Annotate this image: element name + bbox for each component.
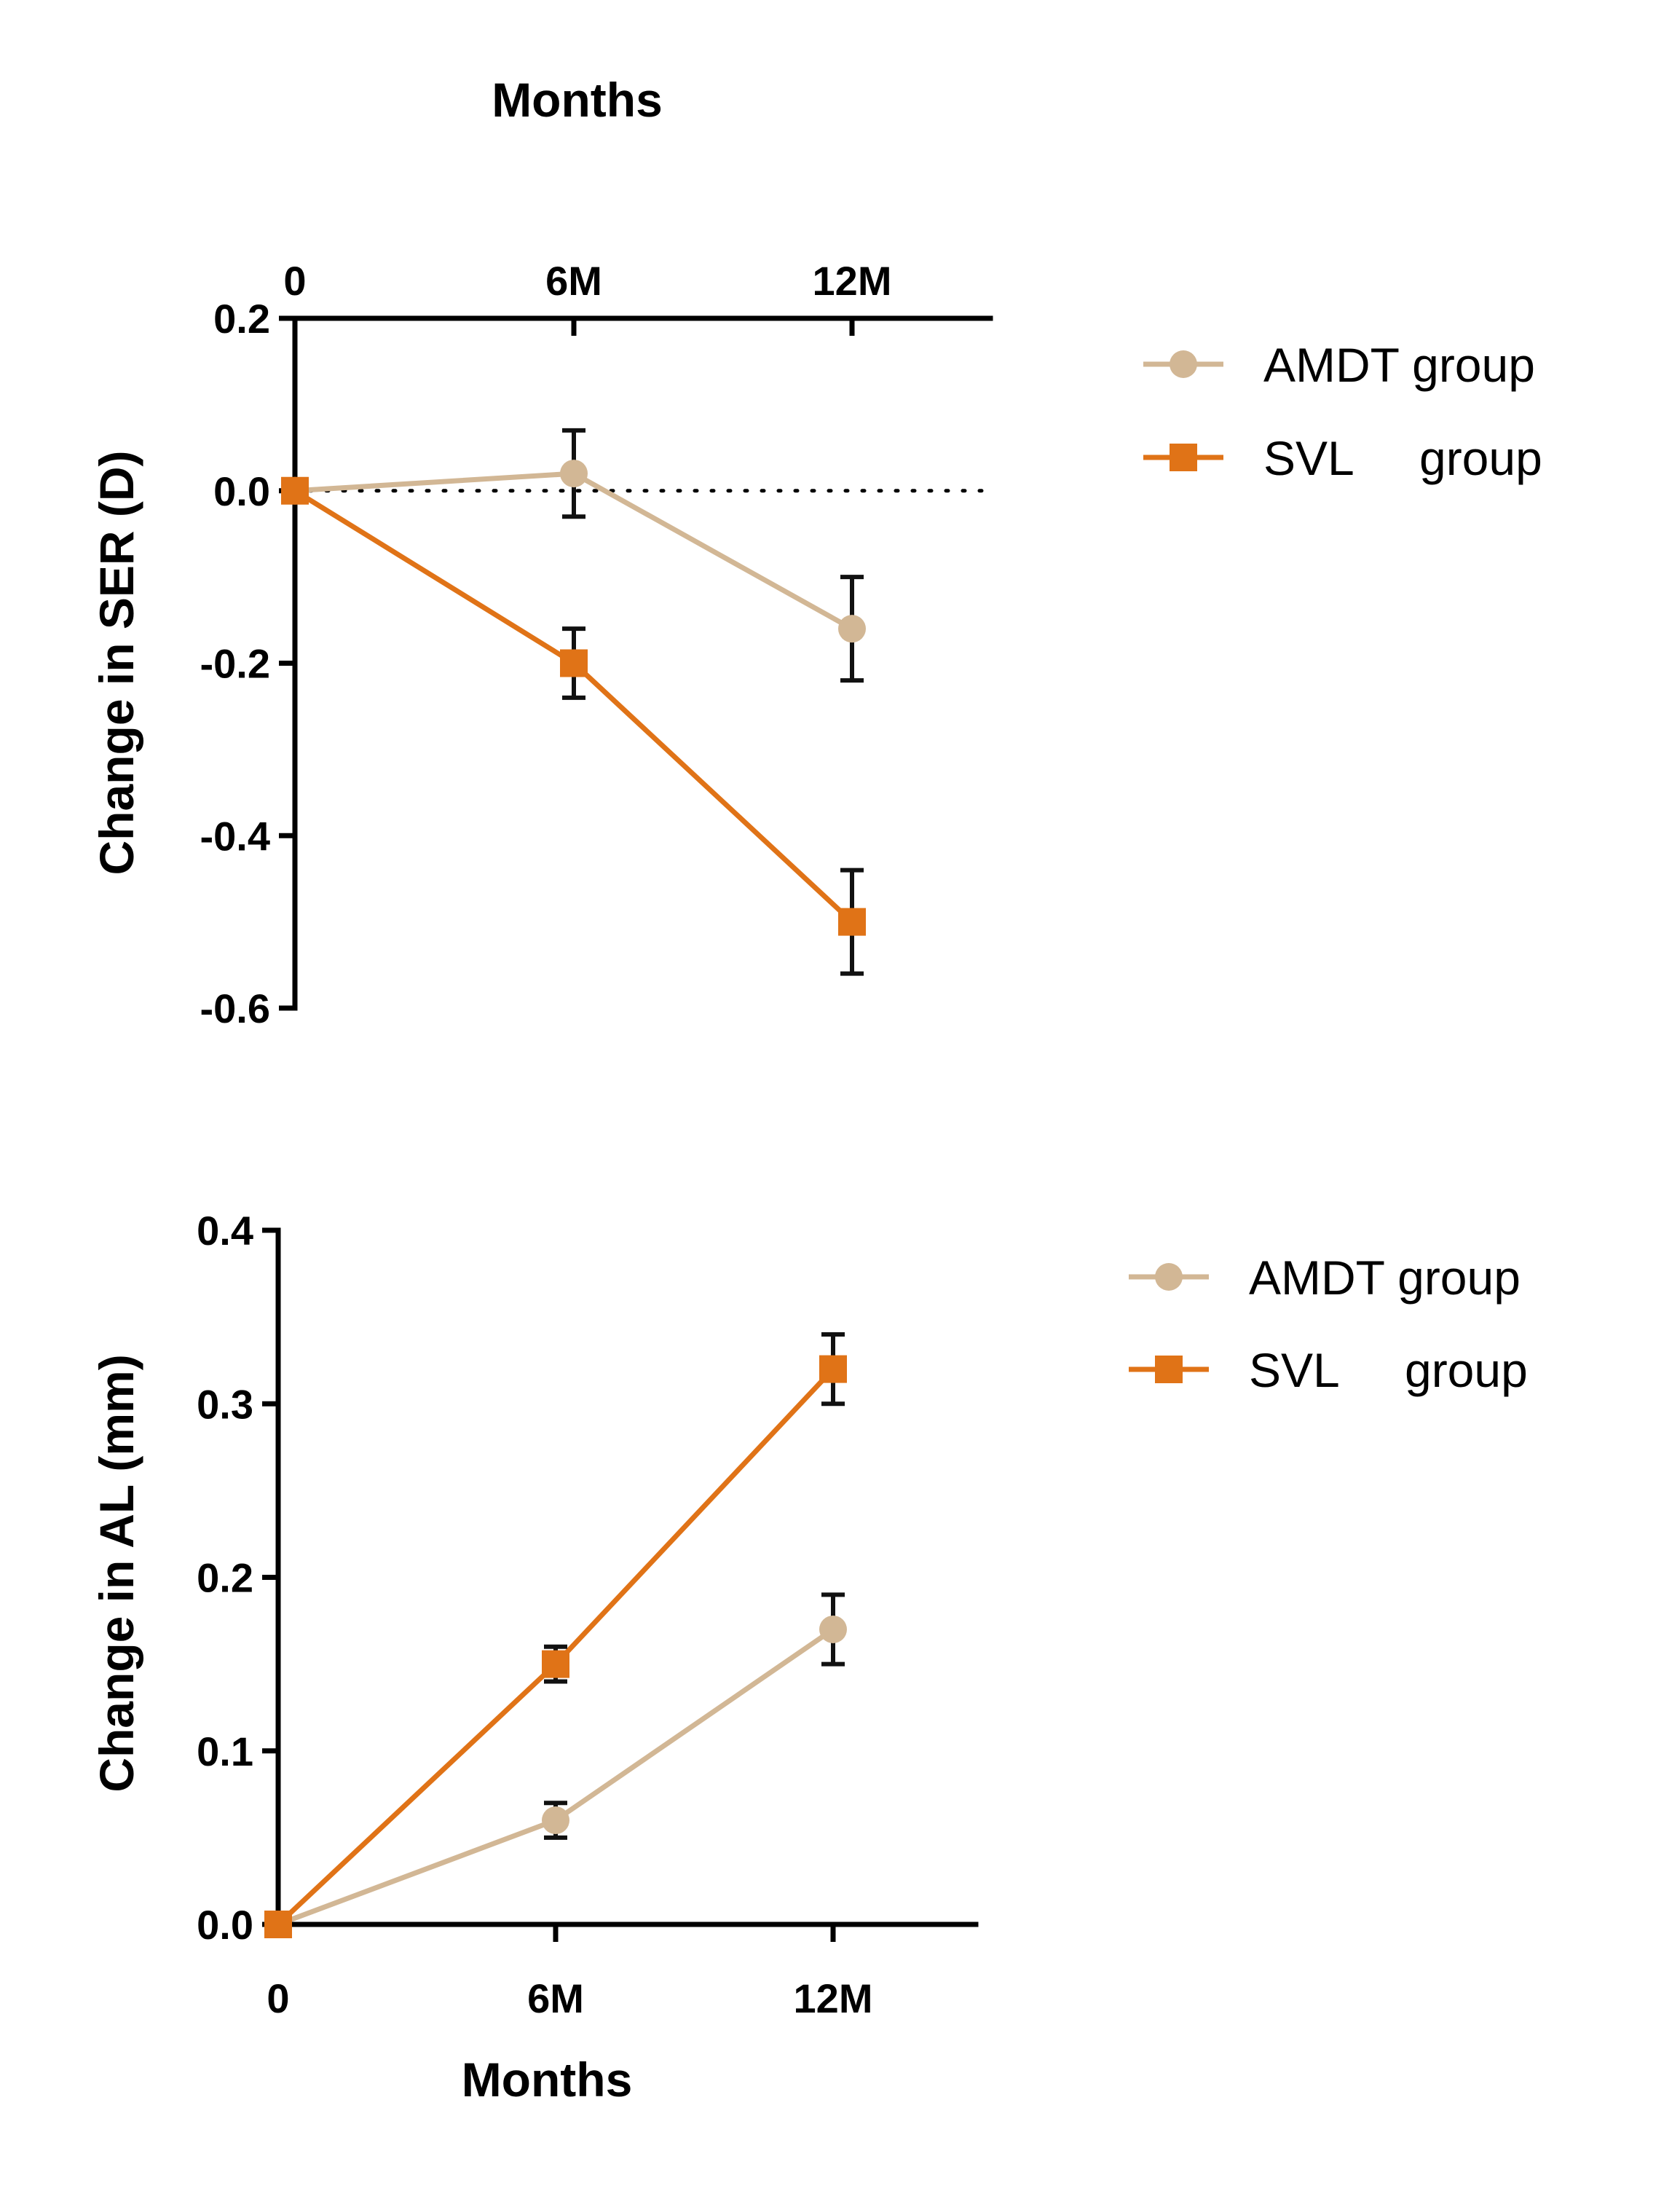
- series-line-svl: [293, 488, 854, 924]
- legend-label: SVL group: [1249, 1343, 1528, 1397]
- y-tick-label: 0.2: [197, 1555, 253, 1601]
- data-point-svl: [819, 1355, 847, 1383]
- x-tick-label: 0: [283, 258, 306, 304]
- data-point-svl: [542, 1650, 569, 1678]
- legend-item-amdt: AMDT group: [1129, 1251, 1521, 1305]
- x-axis-title: Months: [492, 73, 663, 127]
- y-tick-label: 0.4: [197, 1208, 253, 1254]
- x-axis-title: Months: [462, 2053, 633, 2107]
- data-point-amdt: [838, 615, 866, 643]
- legend-label: AMDT group: [1249, 1251, 1521, 1305]
- y-tick-label: 0.2: [213, 296, 270, 342]
- legend-swatch-marker: [1155, 1263, 1183, 1291]
- legend-label: SVL group: [1263, 431, 1542, 485]
- legend-label: AMDT group: [1263, 338, 1535, 392]
- legend-item-svl: SVL group: [1129, 1343, 1528, 1397]
- y-tick-label: 0.3: [197, 1381, 253, 1427]
- legend-item-svl: SVL group: [1143, 431, 1542, 485]
- legend-swatch-marker: [1170, 444, 1197, 471]
- legend-item-amdt: AMDT group: [1143, 338, 1535, 392]
- y-tick-label: -0.4: [200, 813, 271, 859]
- chart-al: 0.0 0.1 0.2 0.3 0.4 0 6M 12M Months Change in AL …: [90, 1208, 1528, 2107]
- data-point-amdt: [560, 460, 588, 488]
- data-point-svl: [560, 649, 588, 677]
- y-tick-label: 0.0: [213, 468, 270, 514]
- data-point-amdt: [542, 1806, 569, 1835]
- y-tick-label: -0.6: [200, 986, 271, 1031]
- y-axis-title: Change in AL (mm): [90, 1354, 143, 1792]
- y-axis-title: Change in SER (D): [90, 450, 143, 875]
- data-point-svl: [838, 908, 866, 936]
- legend-swatch-marker: [1170, 350, 1197, 378]
- x-tick-label: 12M: [794, 1975, 873, 2021]
- y-tick-label: -0.2: [200, 641, 271, 687]
- data-point-svl: [264, 1911, 292, 1938]
- data-point-svl: [281, 476, 309, 505]
- x-tick-label: 12M: [813, 258, 892, 304]
- x-tick-label: 6M: [545, 258, 602, 304]
- y-tick-label: 0.0: [197, 1902, 253, 1948]
- x-tick-label: 0: [267, 1975, 289, 2021]
- x-tick-label: 6M: [527, 1975, 584, 2021]
- chart-ser: 0.2 0.0 -0.2 -0.4 -0.6 0 6M 12M Months Change in …: [90, 73, 1542, 1031]
- data-point-amdt: [819, 1615, 847, 1643]
- y-tick-label: 0.1: [197, 1728, 253, 1774]
- legend-swatch-marker: [1155, 1356, 1183, 1383]
